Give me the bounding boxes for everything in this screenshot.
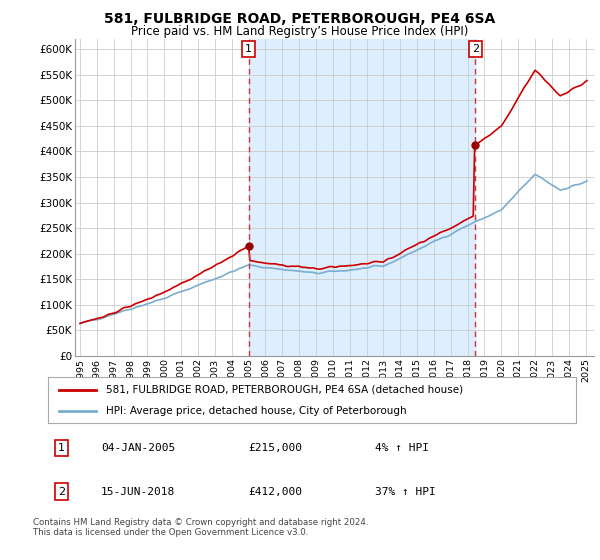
Text: HPI: Average price, detached house, City of Peterborough: HPI: Average price, detached house, City… <box>106 407 407 416</box>
Text: 1: 1 <box>58 443 65 453</box>
Text: 37% ↑ HPI: 37% ↑ HPI <box>376 487 436 497</box>
Text: 1: 1 <box>245 44 252 54</box>
Text: Contains HM Land Registry data © Crown copyright and database right 2024.
This d: Contains HM Land Registry data © Crown c… <box>33 518 368 538</box>
Text: £215,000: £215,000 <box>248 443 302 453</box>
Text: 581, FULBRIDGE ROAD, PETERBOROUGH, PE4 6SA (detached house): 581, FULBRIDGE ROAD, PETERBOROUGH, PE4 6… <box>106 385 463 395</box>
Text: Price paid vs. HM Land Registry’s House Price Index (HPI): Price paid vs. HM Land Registry’s House … <box>131 25 469 38</box>
Text: 4% ↑ HPI: 4% ↑ HPI <box>376 443 430 453</box>
Text: 2: 2 <box>58 487 65 497</box>
Text: 04-JAN-2005: 04-JAN-2005 <box>101 443 175 453</box>
Text: 2: 2 <box>472 44 479 54</box>
Text: 581, FULBRIDGE ROAD, PETERBOROUGH, PE4 6SA: 581, FULBRIDGE ROAD, PETERBOROUGH, PE4 6… <box>104 12 496 26</box>
Text: £412,000: £412,000 <box>248 487 302 497</box>
Text: 15-JUN-2018: 15-JUN-2018 <box>101 487 175 497</box>
